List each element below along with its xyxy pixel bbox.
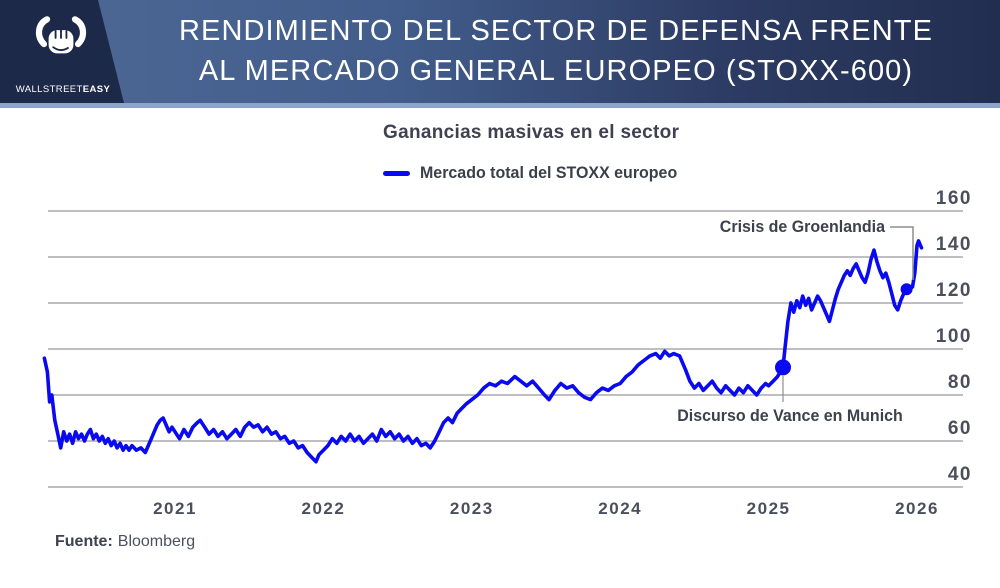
- title-line-2: AL MERCADO GENERAL EUROPEO (STOXX-600): [198, 55, 914, 87]
- chart-subtitle: Ganancias masivas en el sector: [383, 122, 680, 143]
- brand-name-regular: WALLSTREET: [15, 84, 83, 95]
- x-axis-label: 2026: [895, 499, 939, 518]
- bull-fist-icon: [35, 16, 87, 54]
- annotation-crisis-groenlandia: Crisis de Groenlandia: [719, 217, 885, 236]
- x-axis-label: 2023: [450, 499, 494, 518]
- y-axis-label: 80: [948, 372, 972, 393]
- source-footer: Fuente: Bloomberg: [55, 533, 195, 551]
- source-value: Bloomberg: [117, 533, 196, 550]
- title-line-1: RENDIMIENTO DEL SECTOR DE DEFENSA FRENTE: [178, 15, 934, 47]
- legend-line-swatch: [383, 170, 410, 176]
- source-label: Fuente:: [55, 533, 113, 550]
- y-axis-label: 100: [936, 326, 972, 347]
- x-axis-label: 2025: [747, 499, 791, 518]
- y-axis-label: 60: [948, 418, 972, 439]
- crisis-leader-line: [890, 226, 914, 280]
- x-axis-label: 2022: [301, 499, 345, 518]
- header-banner: WALLSTREETEASY RENDIMIENTO DEL SECTOR DE…: [0, 0, 1000, 108]
- page-title: RENDIMIENTO DEL SECTOR DE DEFENSA FRENTE…: [112, 11, 1000, 91]
- brand-name: WALLSTREETEASY: [2, 84, 124, 95]
- chart-legend: Mercado total del STOXX europeo: [383, 163, 694, 183]
- brand-name-bold: EASY: [82, 84, 111, 95]
- stoxx-line: [42, 239, 924, 464]
- annotation-vance-munich: Discurso de Vance en Munich: [677, 406, 903, 425]
- x-axis-label: 2024: [598, 499, 642, 518]
- y-axis-label: 160: [936, 188, 972, 209]
- y-axis-label: 140: [936, 234, 972, 255]
- event-marker: [775, 359, 791, 376]
- legend-label: Mercado total del STOXX europeo: [420, 163, 678, 182]
- y-axis-label: 40: [948, 464, 972, 485]
- x-axis-label: 2021: [153, 499, 197, 518]
- event-marker: [900, 283, 913, 296]
- header-accent-strip: [0, 103, 1000, 108]
- y-axis-label: 120: [936, 280, 972, 301]
